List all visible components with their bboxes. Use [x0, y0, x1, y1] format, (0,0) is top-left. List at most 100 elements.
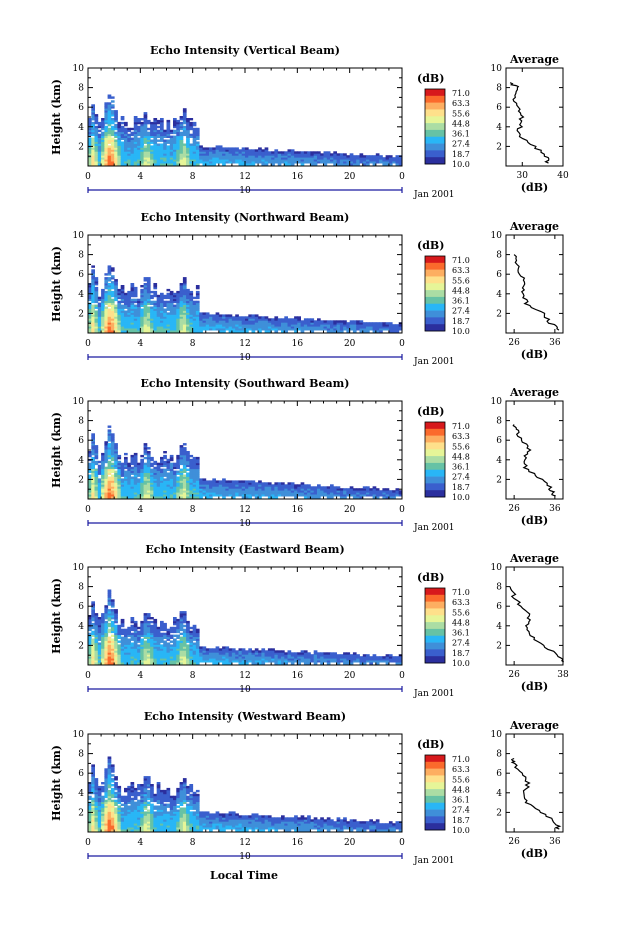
x-tick-label: 4: [137, 339, 143, 349]
colorbar-unit: (dB): [417, 571, 444, 584]
colorbar-swatch: [425, 324, 445, 332]
profile-y-tick-label: 6: [496, 103, 502, 113]
colorbar-swatch: [425, 276, 445, 284]
date-label: Jan 2001: [413, 523, 455, 533]
colorbar-swatch: [425, 782, 445, 790]
colorbar-tick-label: 27.4: [452, 639, 470, 648]
x-axis-label: Local Time: [210, 869, 278, 882]
profile-x-tick-label: 36: [549, 338, 561, 348]
panel-title: Echo Intensity (Southward Beam): [141, 377, 350, 390]
y-axis-label: Height (km): [50, 745, 63, 821]
colorbar-swatch: [425, 123, 445, 131]
profile-y-tick-label: 10: [491, 231, 503, 241]
colorbar-swatch: [425, 449, 445, 457]
x-tick-label: 12: [239, 838, 250, 848]
colorbar-frame: [424, 754, 446, 831]
colorbar-tick-label: 27.4: [452, 140, 470, 149]
profile-y-tick-label: 2: [496, 475, 502, 485]
y-tick-label: 6: [78, 103, 84, 113]
colorbar-swatch: [425, 615, 445, 623]
profile-y-tick-label: 10: [491, 397, 503, 407]
y-axis-label: Height (km): [50, 79, 63, 155]
colorbar-tick-label: 18.7: [452, 317, 470, 326]
colorbar-tick-label: 71.0: [452, 755, 470, 764]
day-label: 10: [239, 353, 251, 363]
profile-y-tick-label: 6: [496, 602, 502, 612]
date-label: Jan 2001: [413, 856, 455, 866]
x-tick-label: 8: [190, 505, 196, 515]
profile-y-tick-label: 4: [496, 123, 502, 133]
x-tick-label: 12: [239, 505, 250, 515]
y-axis-label: Height (km): [50, 412, 63, 488]
profile-x-label: (dB): [521, 847, 548, 860]
colorbar-swatch: [425, 109, 445, 117]
y-tick-label: 4: [78, 290, 84, 300]
x-tick-label: 4: [137, 838, 143, 848]
date-label: Jan 2001: [413, 357, 455, 367]
heatmap-field: [88, 589, 403, 665]
colorbar-tick-label: 18.7: [452, 816, 470, 825]
y-tick-label: 10: [73, 64, 85, 74]
panel-2: Echo Intensity (Northward Beam) Height (k…: [50, 211, 564, 367]
x-tick-label: 0: [399, 339, 405, 349]
colorbar-swatch: [425, 435, 445, 443]
y-tick-label: 6: [78, 436, 84, 446]
profile-title: Average: [509, 220, 559, 233]
profile-x-label: (dB): [521, 348, 548, 361]
colorbar-swatch: [425, 303, 445, 311]
colorbar-swatch: [425, 789, 445, 797]
colorbar-swatch: [425, 816, 445, 824]
colorbar-tick-label: 44.8: [452, 119, 470, 128]
profile-y-tick-label: 6: [496, 769, 502, 779]
colorbar-tick-label: 18.7: [452, 483, 470, 492]
colorbar-tick-label: 27.4: [452, 806, 470, 815]
profile-frame: [505, 566, 564, 666]
colorbar-tick-label: 18.7: [452, 150, 470, 159]
panel-1: Echo Intensity (Vertical Beam) Height (km…: [50, 44, 569, 200]
x-tick-label: 16: [292, 505, 304, 515]
x-tick-label: 20: [344, 838, 356, 848]
profile-x-tick-label: 26: [508, 338, 520, 348]
x-tick-label: 16: [292, 172, 304, 182]
x-tick-label: 12: [239, 671, 250, 681]
x-tick-label: 20: [344, 505, 356, 515]
colorbar-swatch: [425, 795, 445, 804]
colorbar-swatch: [425, 136, 445, 144]
colorbar-tick-label: 10.0: [452, 327, 470, 336]
x-tick-label: 12: [239, 339, 250, 349]
x-tick-label: 0: [399, 505, 405, 515]
y-tick-label: 10: [73, 730, 85, 740]
colorbar-tick-label: 10.0: [452, 826, 470, 835]
y-tick-label: 8: [78, 417, 84, 427]
profile-line: [512, 424, 556, 497]
profile-y-tick-label: 2: [496, 641, 502, 651]
colorbar-tick-label: 63.3: [452, 266, 470, 275]
colorbar-swatch: [425, 422, 445, 430]
profile-y-tick-label: 8: [496, 84, 502, 94]
y-tick-label: 4: [78, 456, 84, 466]
x-tick-label: 4: [137, 172, 143, 182]
profile-title: Average: [509, 719, 559, 732]
colorbar-swatch: [425, 608, 445, 616]
profile-x-tick-label: 26: [508, 670, 520, 680]
colorbar-swatch: [425, 588, 445, 596]
x-tick-label: 16: [292, 671, 304, 681]
x-tick-label: 8: [190, 838, 196, 848]
x-tick-label: 20: [344, 172, 356, 182]
profile-line: [509, 82, 550, 164]
y-tick-label: 4: [78, 622, 84, 632]
date-label: Jan 2001: [413, 689, 455, 699]
x-tick-label: 12: [239, 172, 250, 182]
colorbar-tick-label: 18.7: [452, 649, 470, 658]
x-tick-label: 8: [190, 172, 196, 182]
colorbar-swatch: [425, 150, 445, 158]
profile-y-tick-label: 8: [496, 583, 502, 593]
profile-title: Average: [509, 53, 559, 66]
profile-line: [510, 757, 562, 830]
x-tick-label: 0: [399, 671, 405, 681]
colorbar-swatch: [425, 442, 445, 450]
colorbar-tick-label: 36.1: [452, 297, 470, 306]
colorbar-tick-label: 71.0: [452, 422, 470, 431]
colorbar-swatch: [425, 476, 445, 484]
